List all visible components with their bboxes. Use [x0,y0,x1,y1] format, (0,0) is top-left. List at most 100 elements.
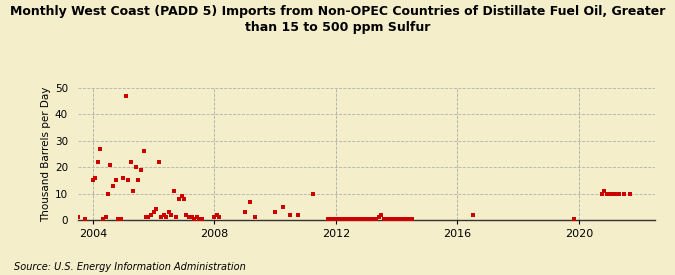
Point [353,216,364,221]
Point [181,213,192,217]
Point [117,175,128,180]
Point [188,216,199,221]
Point [105,162,116,167]
Point [108,183,119,188]
Point [363,216,374,221]
Point [331,216,341,221]
Point [186,215,197,219]
Y-axis label: Thousand Barrels per Day: Thousand Barrels per Day [40,86,51,222]
Point [401,216,412,221]
Point [399,216,410,221]
Point [158,213,169,217]
Point [92,160,103,164]
Point [335,216,346,221]
Point [151,207,161,212]
Point [100,215,111,219]
Point [606,191,617,196]
Point [211,213,222,217]
Point [328,216,339,221]
Point [110,178,121,183]
Point [178,197,189,201]
Point [269,210,281,214]
Point [148,210,159,214]
Point [406,216,417,221]
Point [194,216,205,221]
Point [348,216,359,221]
Point [351,216,362,221]
Point [609,191,620,196]
Point [244,199,255,204]
Point [143,215,154,219]
Point [383,216,394,221]
Point [209,215,220,219]
Point [87,178,99,183]
Point [346,216,356,221]
Point [184,215,194,219]
Point [277,205,288,209]
Point [389,216,400,221]
Point [371,216,381,221]
Point [360,216,371,221]
Point [369,216,379,221]
Point [133,178,144,183]
Point [603,191,614,196]
Point [373,215,384,219]
Point [396,216,407,221]
Point [113,216,124,221]
Point [601,191,612,196]
Point [612,191,622,196]
Point [176,194,187,199]
Point [249,215,260,219]
Point [356,216,367,221]
Point [90,175,101,180]
Point [169,189,180,193]
Point [614,191,624,196]
Point [171,215,182,219]
Point [103,191,113,196]
Point [386,216,397,221]
Point [308,191,319,196]
Point [292,213,303,217]
Point [140,215,151,219]
Point [161,215,171,219]
Point [173,197,184,201]
Point [340,216,351,221]
Point [366,216,377,221]
Point [163,210,174,214]
Point [404,216,414,221]
Point [72,215,83,219]
Point [239,210,250,214]
Point [138,149,149,153]
Point [153,160,164,164]
Point [65,199,76,204]
Point [285,213,296,217]
Point [115,216,126,221]
Point [80,216,90,221]
Point [394,216,404,221]
Point [358,216,369,221]
Point [123,178,134,183]
Point [146,213,157,217]
Point [136,168,146,172]
Point [596,191,607,196]
Point [392,216,402,221]
Point [128,189,138,193]
Point [343,216,354,221]
Point [156,215,167,219]
Point [130,165,141,169]
Point [325,216,336,221]
Point [376,213,387,217]
Point [95,147,106,151]
Point [97,216,108,221]
Point [166,213,177,217]
Point [191,215,202,219]
Point [624,191,635,196]
Point [338,216,349,221]
Point [120,94,131,98]
Text: Source: U.S. Energy Information Administration: Source: U.S. Energy Information Administ… [14,262,245,272]
Point [323,216,333,221]
Text: Monthly West Coast (PADD 5) Imports from Non-OPEC Countries of Distillate Fuel O: Monthly West Coast (PADD 5) Imports from… [10,6,665,34]
Point [599,189,610,193]
Point [379,216,389,221]
Point [619,191,630,196]
